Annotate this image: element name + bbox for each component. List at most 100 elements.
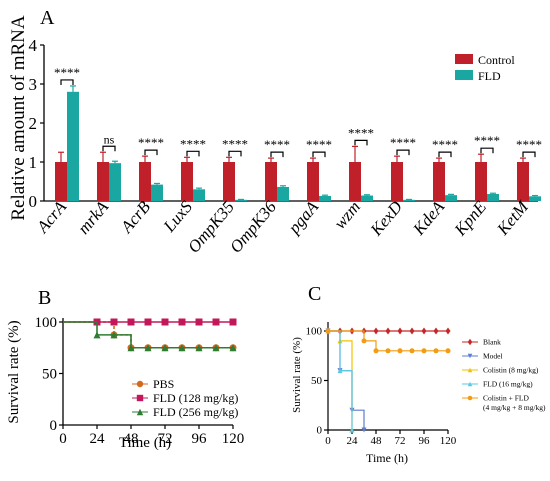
- legend-marker: [467, 353, 473, 359]
- x-tick-label: 0: [325, 435, 331, 447]
- x-tick-label: AcrB: [116, 197, 154, 237]
- y-axis-label: Survival rate (%): [6, 320, 22, 423]
- data-point: [110, 318, 118, 326]
- data-point: [229, 318, 237, 326]
- y-axis-label: Survival rate (%): [291, 337, 303, 413]
- legend-label: FLD: [478, 69, 501, 83]
- data-point: [433, 327, 439, 335]
- data-point: [144, 318, 152, 326]
- legend-label: Model: [483, 352, 503, 361]
- data-point: [195, 318, 203, 326]
- bar: [223, 162, 235, 201]
- data-point: [349, 427, 355, 433]
- legend-label: Control: [478, 53, 515, 67]
- data-point: [385, 348, 391, 354]
- bar: [193, 189, 205, 201]
- legend-label: FLD (256 mg/kg): [153, 405, 238, 419]
- panel-label-a: A: [40, 7, 55, 29]
- bar: [433, 162, 445, 201]
- y-axis-label: Relative amount of mRNA: [8, 15, 29, 221]
- legend-label: FLD (16 mg/kg): [483, 380, 533, 389]
- x-axis-label: Time (h): [119, 435, 171, 451]
- y-tick-label: 100: [35, 315, 58, 331]
- data-point: [361, 427, 367, 433]
- x-tick-label: 0: [59, 431, 67, 447]
- data-point: [178, 318, 186, 326]
- significance-label: ****: [54, 65, 80, 80]
- x-tick-label: 120: [440, 435, 457, 447]
- legend-marker: [136, 394, 144, 402]
- data-point: [161, 318, 169, 326]
- data-point: [445, 348, 451, 354]
- x-axis-label: Time (h): [366, 451, 408, 465]
- significance-bracket: [480, 147, 494, 154]
- legend-swatch: [455, 70, 473, 80]
- significance-label: ****: [180, 136, 206, 151]
- y-tick-label: 100: [306, 326, 323, 338]
- significance-label: ****: [390, 135, 416, 150]
- data-point: [110, 331, 118, 339]
- data-point: [325, 328, 331, 334]
- legend-marker: [467, 395, 473, 401]
- bar: [235, 199, 247, 201]
- y-tick-label: 1: [29, 153, 38, 172]
- bar: [265, 162, 277, 201]
- significance-bracket: [186, 150, 200, 157]
- data-point: [161, 344, 169, 352]
- x-tick-label: 72: [395, 435, 406, 447]
- panel-label-b: B: [38, 287, 51, 309]
- significance-bracket: [228, 150, 242, 157]
- y-tick-label: 2: [29, 114, 38, 133]
- bar: [403, 199, 415, 201]
- x-tick-label: KdeA: [409, 197, 449, 239]
- legend-swatch: [455, 54, 473, 64]
- data-point: [229, 344, 237, 352]
- data-point: [397, 348, 403, 354]
- y-tick-label: 50: [311, 375, 323, 387]
- legend-label: Blank: [483, 338, 501, 347]
- panel-label-c: C: [308, 283, 321, 305]
- legend-label: PBS: [153, 377, 174, 391]
- significance-bracket: [270, 151, 284, 158]
- x-tick-label: 120: [222, 431, 245, 447]
- data-point: [445, 327, 451, 335]
- bar: [97, 162, 109, 201]
- legend-marker: [136, 380, 144, 388]
- data-point: [337, 368, 343, 374]
- series-line: [63, 321, 233, 349]
- significance-label: ****: [264, 137, 290, 152]
- legend-label: FLD (128 mg/kg): [153, 391, 238, 405]
- y-tick-label: 50: [42, 367, 57, 383]
- x-tick-label: OmpK36: [226, 197, 280, 257]
- legend-marker: [467, 381, 473, 387]
- y-tick-label: 0: [29, 192, 38, 211]
- significance-label: ****: [138, 135, 164, 150]
- data-point: [433, 348, 439, 354]
- data-point: [421, 348, 427, 354]
- x-tick-label: AcrA: [32, 197, 70, 237]
- data-point: [385, 327, 391, 335]
- x-tick-label: 48: [371, 435, 383, 447]
- bar: [349, 162, 361, 201]
- data-point: [212, 344, 220, 352]
- x-tick-label: KetM: [493, 197, 533, 240]
- x-tick-label: mrkA: [74, 197, 113, 238]
- x-tick-label: 72: [158, 431, 173, 447]
- significance-bracket: [312, 151, 326, 158]
- panel-c-survival-chart: C Survival rate (%) Time (h) 0 24 48 72 96 12…: [291, 283, 546, 465]
- bar: [67, 91, 79, 201]
- bar: [181, 162, 193, 201]
- data-point: [144, 344, 152, 352]
- bar: [307, 162, 319, 201]
- significance-label: ****: [306, 137, 332, 152]
- x-tick-label: 24: [347, 435, 359, 447]
- significance-label: ns: [104, 132, 115, 146]
- y-tick-label: 4: [29, 36, 38, 55]
- significance-label: ****: [432, 137, 458, 152]
- panel-b-survival-chart: B Survival rate (%) Time (h) 0 24 48 72 96 12…: [6, 287, 244, 451]
- significance-bracket: [438, 151, 452, 158]
- data-point: [195, 344, 203, 352]
- y-tick-label: 3: [29, 75, 38, 94]
- y-tick-label: 0: [50, 418, 58, 434]
